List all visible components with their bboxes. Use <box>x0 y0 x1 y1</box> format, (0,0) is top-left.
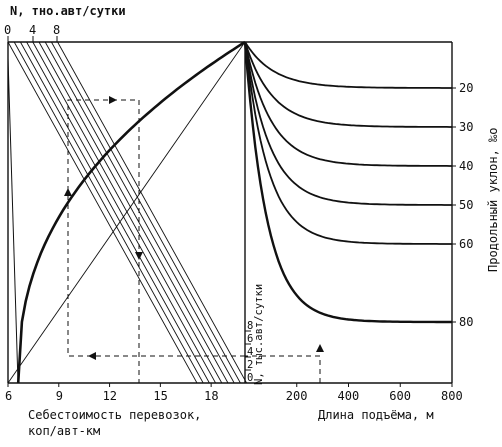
bottom-left-tick-label: 18 <box>204 389 218 403</box>
traffic-line <box>7 41 198 384</box>
traffic-line <box>51 41 241 384</box>
lower-steep-line <box>7 57 19 384</box>
middle-axis-label: N, тыс.авт/сутки <box>253 284 265 385</box>
middle-axis-tick-label: 2 <box>247 359 253 371</box>
example-arrows <box>64 96 324 360</box>
right-axis-tick-label: 50 <box>459 198 473 212</box>
traffic-line <box>44 41 235 384</box>
bottom-right-axis-label: Длина подъёма, м <box>318 408 434 422</box>
cost-curve <box>16 40 246 384</box>
middle-axis-tick-label: 0 <box>247 372 253 384</box>
right-axis-label: Продольный уклон, ‰о <box>486 128 500 273</box>
grade-curve-60 <box>244 41 452 245</box>
top-axis-ticks <box>7 36 58 42</box>
middle-axis-tick-label: 6 <box>247 333 253 345</box>
top-axis-tick-0: 0 <box>4 23 11 37</box>
right-axis-tick-label: 80 <box>459 315 473 329</box>
bottom-right-tick-label: 600 <box>389 389 411 403</box>
middle-axis-tick-label: 4 <box>247 346 253 358</box>
grade-curves <box>243 41 452 324</box>
traffic-line <box>38 41 229 384</box>
grade-curve-50 <box>244 41 452 206</box>
bottom-left-axis-label-unit: коп/авт-км <box>28 424 100 438</box>
bottom-left-axis-ticks: 6 9 12 15 18 <box>5 383 219 403</box>
top-axis-tick-4: 4 <box>29 23 36 37</box>
traffic-line <box>32 41 223 384</box>
right-axis-ticks: 20 30 40 50 60 80 <box>452 81 473 329</box>
traffic-line <box>20 41 210 384</box>
right-axis-tick-label: 40 <box>459 159 473 173</box>
bottom-right-tick-label: 800 <box>441 389 463 403</box>
traffic-lines <box>7 41 247 384</box>
top-axis-label: N, тно.авт/сутки <box>10 4 126 18</box>
middle-axis-tick-label: 8 <box>247 320 253 332</box>
grade-curve-30 <box>244 41 452 128</box>
bottom-left-tick-label: 15 <box>153 389 167 403</box>
grade-curve-80 <box>243 41 452 324</box>
bottom-left-axis-label: Себестоимость перевозок, <box>28 408 201 422</box>
right-axis-tick-label: 30 <box>459 120 473 134</box>
right-axis-tick-label: 60 <box>459 237 473 251</box>
bottom-right-tick-label: 200 <box>286 389 308 403</box>
grade-curve-20 <box>244 41 452 89</box>
bottom-right-tick-label: 400 <box>338 389 360 403</box>
traffic-line <box>57 41 247 384</box>
top-axis-tick-8: 8 <box>53 23 60 37</box>
right-axis-tick-label: 20 <box>459 81 473 95</box>
bottom-left-tick-label: 6 <box>5 389 12 403</box>
bottom-left-tick-label: 9 <box>56 389 63 403</box>
grade-curve-40 <box>244 41 452 167</box>
bottom-right-axis-ticks: 200 400 600 800 <box>286 383 463 403</box>
diagonal-reference-line <box>7 41 246 384</box>
bottom-left-tick-label: 12 <box>103 389 117 403</box>
traffic-line <box>13 41 204 384</box>
traffic-line <box>26 41 216 384</box>
example-dashed-path <box>67 99 321 383</box>
